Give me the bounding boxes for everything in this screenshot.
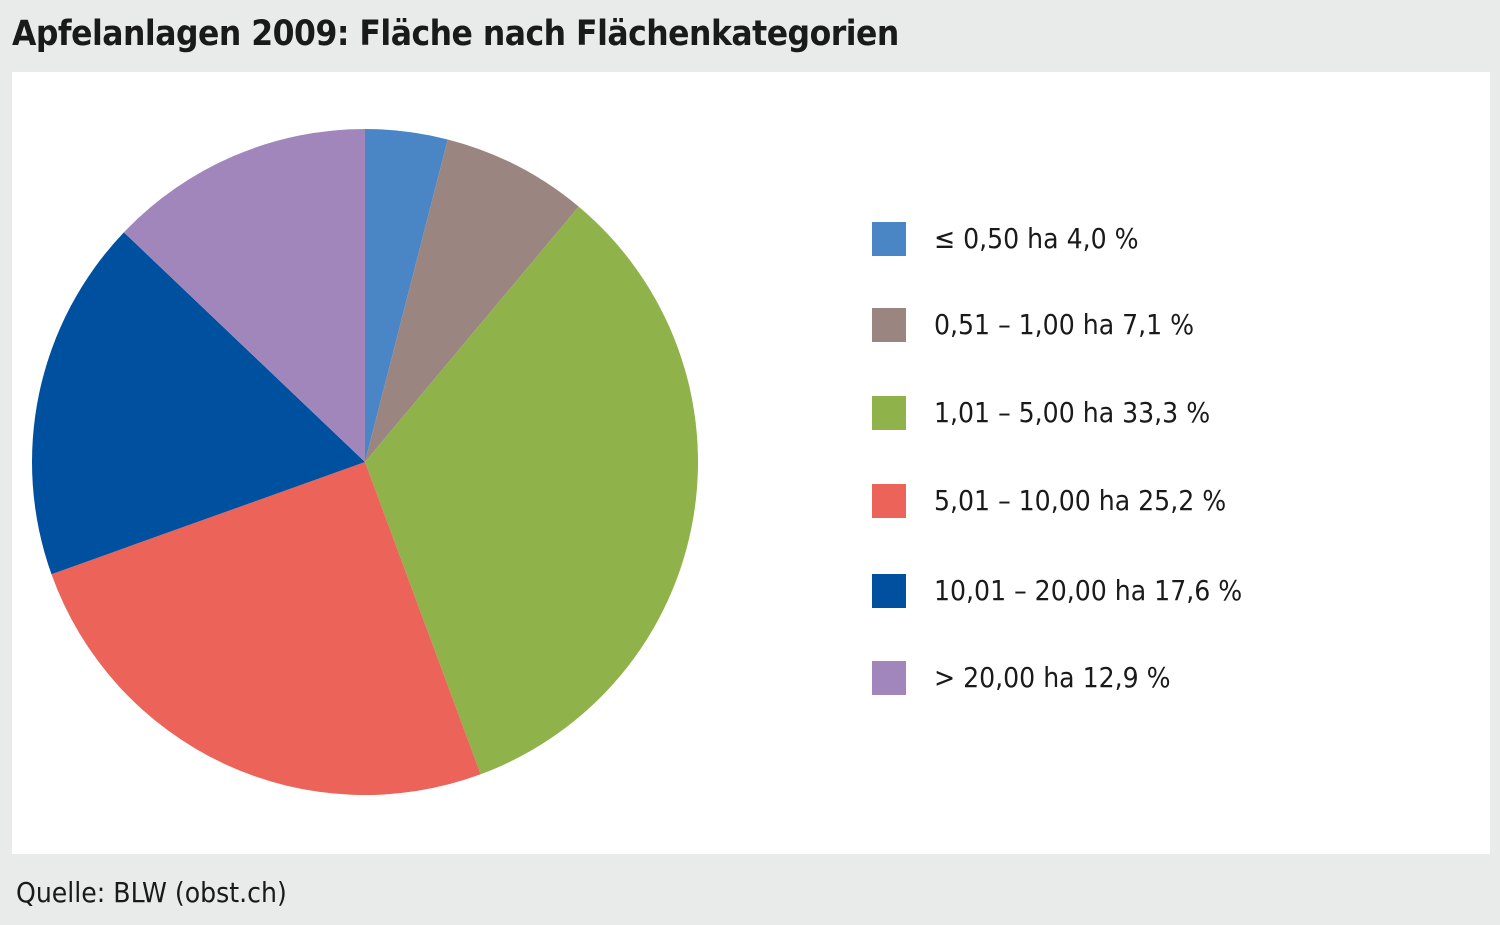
pie-slice-4 [51, 462, 481, 795]
legend-label: ≤ 0,50 ha 4,0 % [934, 222, 1139, 255]
pie-slice-1 [365, 129, 448, 462]
source-note: Quelle: BLW (obst.ch) [16, 876, 287, 909]
chart-panel: ≤ 0,50 ha 4,0 % 0,51 – 1,00 ha 7,1 % 1,01 … [12, 72, 1490, 854]
pie-slice-2 [365, 139, 579, 462]
pie-slice-6 [123, 129, 365, 462]
pie-slice-3 [365, 206, 698, 775]
pie-chart [31, 129, 698, 795]
legend-swatch [872, 661, 906, 695]
pie-slice-5 [31, 232, 365, 575]
legend-label: 10,01 – 20,00 ha 17,6 % [934, 574, 1243, 607]
legend-label: 1,01 – 5,00 ha 33,3 % [934, 396, 1211, 429]
legend-swatch [872, 484, 906, 518]
legend-swatch [872, 308, 906, 342]
legend-swatch [872, 396, 906, 430]
legend-swatch [872, 222, 906, 256]
legend-label: 0,51 – 1,00 ha 7,1 % [934, 308, 1195, 341]
legend-label: 5,01 – 10,00 ha 25,2 % [934, 484, 1227, 517]
legend-label: > 20,00 ha 12,9 % [934, 661, 1171, 694]
chart-title: Apfelanlagen 2009: Fläche nach Flächenka… [12, 14, 899, 54]
legend-swatch [872, 574, 906, 608]
